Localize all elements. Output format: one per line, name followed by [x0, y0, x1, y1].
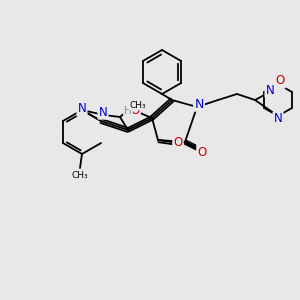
- Text: CH₃: CH₃: [130, 100, 146, 109]
- Text: N: N: [274, 112, 282, 125]
- Text: H: H: [124, 106, 132, 116]
- Text: CH₃: CH₃: [72, 170, 88, 179]
- Text: N: N: [78, 103, 86, 116]
- Text: O: O: [173, 136, 183, 149]
- Text: O: O: [275, 74, 285, 88]
- Text: N: N: [99, 106, 107, 118]
- Text: O: O: [130, 104, 140, 118]
- Text: O: O: [197, 146, 207, 158]
- Text: N: N: [194, 98, 204, 110]
- Text: N: N: [266, 83, 274, 97]
